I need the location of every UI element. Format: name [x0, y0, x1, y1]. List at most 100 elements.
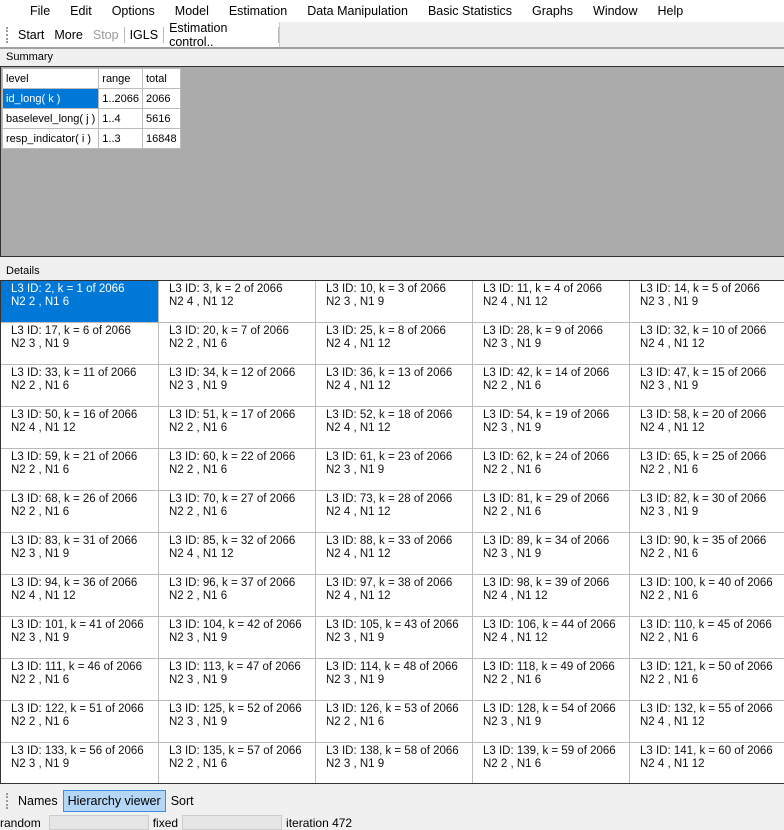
hierarchy-cell[interactable]: L3 ID: 2, k = 1 of 2066 N2 2 , N1 6	[1, 281, 159, 323]
hierarchy-cell[interactable]: L3 ID: 96, k = 37 of 2066 N2 2 , N1 6	[159, 575, 316, 617]
hierarchy-cell[interactable]: L3 ID: 20, k = 7 of 2066 N2 2 , N1 6	[159, 323, 316, 365]
menu-basic-statistics[interactable]: Basic Statistics	[427, 4, 513, 18]
hierarchy-cell[interactable]: L3 ID: 51, k = 17 of 2066 N2 2 , N1 6	[159, 407, 316, 449]
hierarchy-cell[interactable]: L3 ID: 33, k = 11 of 2066 N2 2 , N1 6	[1, 365, 159, 407]
menu-estimation[interactable]: Estimation	[228, 4, 288, 18]
hierarchy-cell[interactable]: L3 ID: 132, k = 55 of 2066 N2 4 , N1 12	[630, 701, 784, 743]
hierarchy-cell[interactable]: L3 ID: 83, k = 31 of 2066 N2 3 , N1 9	[1, 533, 159, 575]
hierarchy-cell[interactable]: L3 ID: 17, k = 6 of 2066 N2 3 , N1 9	[1, 323, 159, 365]
hierarchy-cell[interactable]: L3 ID: 25, k = 8 of 2066 N2 4 , N1 12	[316, 323, 473, 365]
hierarchy-cell[interactable]: L3 ID: 54, k = 19 of 2066 N2 3 , N1 9	[473, 407, 630, 449]
hierarchy-cell[interactable]: L3 ID: 32, k = 10 of 2066 N2 4 , N1 12	[630, 323, 784, 365]
hierarchy-cell[interactable]: L3 ID: 125, k = 52 of 2066 N2 3 , N1 9	[159, 701, 316, 743]
hierarchy-cell[interactable]: L3 ID: 90, k = 35 of 2066 N2 2 , N1 6	[630, 533, 784, 575]
summary-row[interactable]: id_long( k ) 1..2066 2066	[1, 88, 181, 109]
cell-count-text: N2 4 , N1 12	[326, 422, 391, 434]
hierarchy-cell[interactable]: L3 ID: 141, k = 60 of 2066 N2 4 , N1 12	[630, 743, 784, 783]
menu-options[interactable]: Options	[111, 4, 155, 18]
hierarchy-cell[interactable]: L3 ID: 104, k = 42 of 2066 N2 3 , N1 9	[159, 617, 316, 659]
summary-cell[interactable]: 5616	[141, 108, 181, 129]
menu-help[interactable]: Help	[657, 4, 684, 18]
hierarchy-cell[interactable]: L3 ID: 139, k = 59 of 2066 N2 2 , N1 6	[473, 743, 630, 783]
summary-cell[interactable]: 2066	[141, 88, 181, 109]
estimation-control-button[interactable]: Estimation control..	[169, 20, 228, 49]
hierarchy-cell[interactable]: L3 ID: 113, k = 47 of 2066 N2 3 , N1 9	[159, 659, 316, 701]
igls-button[interactable]: IGLS	[129, 27, 159, 42]
hierarchy-cell[interactable]: L3 ID: 65, k = 25 of 2066 N2 2 , N1 6	[630, 449, 784, 491]
menu-graphs[interactable]: Graphs	[532, 4, 574, 18]
hierarchy-cell[interactable]: L3 ID: 89, k = 34 of 2066 N2 3 , N1 9	[473, 533, 630, 575]
tabs-grip[interactable]	[6, 793, 9, 809]
tab-names[interactable]: Names	[18, 794, 58, 808]
menu-data-manipulation[interactable]: Data Manipulation	[307, 4, 408, 18]
summary-cell[interactable]: 1..4	[98, 108, 143, 129]
stop-button[interactable]: Stop	[92, 27, 119, 42]
hierarchy-cell[interactable]: L3 ID: 138, k = 58 of 2066 N2 3 , N1 9	[316, 743, 473, 783]
summary-cell[interactable]: 1..2066	[98, 88, 143, 109]
hierarchy-cell[interactable]: L3 ID: 61, k = 23 of 2066 N2 3 , N1 9	[316, 449, 473, 491]
hierarchy-cell[interactable]: L3 ID: 88, k = 33 of 2066 N2 4 , N1 12	[316, 533, 473, 575]
hierarchy-cell[interactable]: L3 ID: 52, k = 18 of 2066 N2 4 , N1 12	[316, 407, 473, 449]
hierarchy-cell[interactable]: L3 ID: 111, k = 46 of 2066 N2 2 , N1 6	[1, 659, 159, 701]
summary-panel: level range total id_long( k ) 1..2066 2066 ba…	[0, 66, 784, 257]
tab-sort[interactable]: Sort	[170, 794, 194, 808]
hierarchy-cell[interactable]: L3 ID: 36, k = 13 of 2066 N2 4 , N1 12	[316, 365, 473, 407]
hierarchy-cell[interactable]: L3 ID: 101, k = 41 of 2066 N2 3 , N1 9	[1, 617, 159, 659]
hierarchy-cell[interactable]: L3 ID: 62, k = 24 of 2066 N2 2 , N1 6	[473, 449, 630, 491]
hierarchy-cell[interactable]: L3 ID: 135, k = 57 of 2066 N2 2 , N1 6	[159, 743, 316, 783]
hierarchy-cell[interactable]: L3 ID: 50, k = 16 of 2066 N2 4 , N1 12	[1, 407, 159, 449]
column-header[interactable]: level	[1, 68, 100, 89]
hierarchy-cell[interactable]: L3 ID: 114, k = 48 of 2066 N2 3 , N1 9	[316, 659, 473, 701]
menu-window[interactable]: Window	[593, 4, 638, 18]
hierarchy-cell[interactable]: L3 ID: 82, k = 30 of 2066 N2 3 , N1 9	[630, 491, 784, 533]
menu-edit[interactable]: Edit	[70, 4, 92, 18]
summary-cell[interactable]: id_long( k )	[1, 88, 100, 109]
summary-row[interactable]: baselevel_long( j ) 1..4 5616	[1, 108, 181, 129]
hierarchy-cell[interactable]: L3 ID: 73, k = 28 of 2066 N2 4 , N1 12	[316, 491, 473, 533]
hierarchy-cell[interactable]: L3 ID: 118, k = 49 of 2066 N2 2 , N1 6	[473, 659, 630, 701]
summary-cell[interactable]: resp_indicator( i )	[1, 128, 100, 149]
hierarchy-cell[interactable]: L3 ID: 128, k = 54 of 2066 N2 3 , N1 9	[473, 701, 630, 743]
hierarchy-cell[interactable]: L3 ID: 60, k = 22 of 2066 N2 2 , N1 6	[159, 449, 316, 491]
start-button[interactable]: Start	[17, 27, 45, 42]
hierarchy-cell[interactable]: L3 ID: 110, k = 45 of 2066 N2 2 , N1 6	[630, 617, 784, 659]
hierarchy-cell[interactable]: L3 ID: 34, k = 12 of 2066 N2 3 , N1 9	[159, 365, 316, 407]
hierarchy-cell[interactable]: L3 ID: 85, k = 32 of 2066 N2 4 , N1 12	[159, 533, 316, 575]
hierarchy-cell[interactable]: L3 ID: 126, k = 53 of 2066 N2 2 , N1 6	[316, 701, 473, 743]
hierarchy-cell[interactable]: L3 ID: 97, k = 38 of 2066 N2 4 , N1 12	[316, 575, 473, 617]
hierarchy-cell[interactable]: L3 ID: 10, k = 3 of 2066 N2 3 , N1 9	[316, 281, 473, 323]
hierarchy-cell[interactable]: L3 ID: 59, k = 21 of 2066 N2 2 , N1 6	[1, 449, 159, 491]
hierarchy-cell[interactable]: L3 ID: 3, k = 2 of 2066 N2 4 , N1 12	[159, 281, 316, 323]
hierarchy-cell[interactable]: L3 ID: 121, k = 50 of 2066 N2 2 , N1 6	[630, 659, 784, 701]
column-header[interactable]: range	[98, 68, 143, 89]
hierarchy-cell[interactable]: L3 ID: 81, k = 29 of 2066 N2 2 , N1 6	[473, 491, 630, 533]
menu-model[interactable]: Model	[174, 4, 209, 18]
hierarchy-cell[interactable]: L3 ID: 42, k = 14 of 2066 N2 2 , N1 6	[473, 365, 630, 407]
hierarchy-cell[interactable]: L3 ID: 106, k = 44 of 2066 N2 4 , N1 12	[473, 617, 630, 659]
hierarchy-cell[interactable]: L3 ID: 70, k = 27 of 2066 N2 2 , N1 6	[159, 491, 316, 533]
cell-count-text: N2 2 , N1 6	[11, 716, 70, 728]
hierarchy-cell[interactable]: L3 ID: 58, k = 20 of 2066 N2 4 , N1 12	[630, 407, 784, 449]
menu-file[interactable]: File	[30, 4, 51, 18]
hierarchy-cell[interactable]: L3 ID: 98, k = 39 of 2066 N2 4 , N1 12	[473, 575, 630, 617]
column-header[interactable]: total	[141, 68, 181, 89]
more-button[interactable]: More	[54, 27, 83, 42]
summary-cell[interactable]: 16848	[141, 128, 181, 149]
summary-cell[interactable]: baselevel_long( j )	[1, 108, 100, 129]
cell-id-text: L3 ID: 11, k = 4 of 2066	[483, 283, 603, 295]
hierarchy-cell[interactable]: L3 ID: 100, k = 40 of 2066 N2 2 , N1 6	[630, 575, 784, 617]
hierarchy-cell[interactable]: L3 ID: 47, k = 15 of 2066 N2 3 , N1 9	[630, 365, 784, 407]
hierarchy-cell[interactable]: L3 ID: 28, k = 9 of 2066 N2 3 , N1 9	[473, 323, 630, 365]
toolbar-grip[interactable]	[6, 26, 9, 43]
summary-row[interactable]: resp_indicator( i ) 1..3 16848	[1, 128, 181, 149]
divider	[0, 47, 784, 49]
tab-hierarchy-viewer[interactable]: Hierarchy viewer	[62, 790, 166, 812]
summary-cell[interactable]: 1..3	[98, 128, 143, 149]
hierarchy-cell[interactable]: L3 ID: 122, k = 51 of 2066 N2 2 , N1 6	[1, 701, 159, 743]
hierarchy-cell[interactable]: L3 ID: 94, k = 36 of 2066 N2 4 , N1 12	[1, 575, 159, 617]
hierarchy-cell[interactable]: L3 ID: 133, k = 56 of 2066 N2 3 , N1 9	[1, 743, 159, 783]
hierarchy-cell[interactable]: L3 ID: 11, k = 4 of 2066 N2 4 , N1 12	[473, 281, 630, 323]
hierarchy-cell[interactable]: L3 ID: 105, k = 43 of 2066 N2 3 , N1 9	[316, 617, 473, 659]
hierarchy-cell[interactable]: L3 ID: 68, k = 26 of 2066 N2 2 , N1 6	[1, 491, 159, 533]
hierarchy-cell[interactable]: L3 ID: 14, k = 5 of 2066 N2 3 , N1 9	[630, 281, 784, 323]
